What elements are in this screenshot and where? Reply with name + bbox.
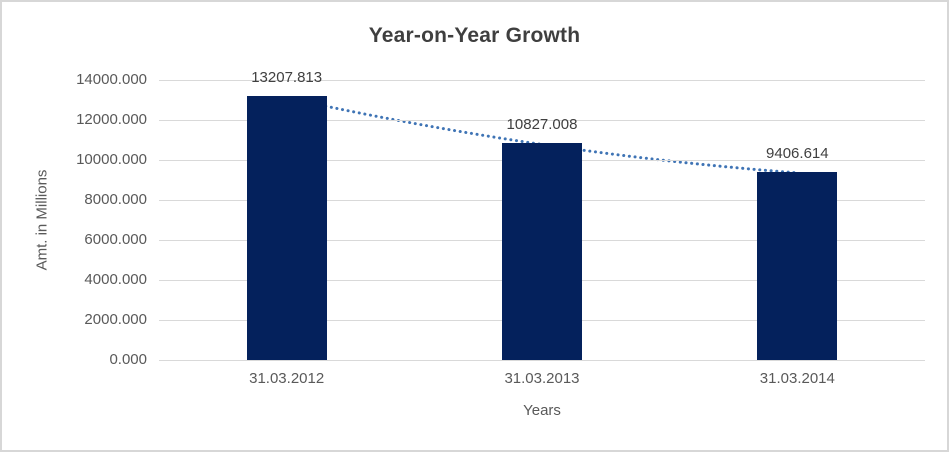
y-tick-label: 0.000 — [109, 351, 147, 368]
y-tick-label: 10000.000 — [76, 151, 147, 168]
gridline — [159, 359, 925, 361]
y-tick-label: 12000.000 — [76, 111, 147, 128]
y-tick-label: 2000.000 — [84, 311, 147, 328]
bar — [757, 171, 838, 360]
plot-area: 13207.813 10827.008 9406.614 — [159, 69, 925, 361]
y-axis-title: Amt. in Millions — [33, 169, 51, 271]
trendline — [285, 96, 799, 175]
x-tick-label: 31.03.2013 — [504, 370, 580, 387]
y-tick-label: 4000.000 — [84, 271, 147, 288]
gridline — [159, 79, 925, 81]
y-tick-label: 8000.000 — [84, 191, 147, 208]
x-axis-title: Years — [523, 402, 561, 419]
data-label: 10827.008 — [506, 116, 578, 134]
x-tick-label: 31.03.2012 — [249, 370, 325, 387]
x-tick-label: 31.03.2014 — [759, 370, 835, 387]
y-tick-label: 6000.000 — [84, 231, 147, 248]
y-tick-label: 14000.000 — [76, 71, 147, 88]
chart-title: Year-on-Year Growth — [368, 24, 581, 47]
bar — [246, 95, 327, 360]
gridline — [159, 119, 925, 121]
bar — [502, 143, 582, 360]
data-label: 13207.813 — [251, 68, 323, 86]
data-label: 9406.614 — [766, 144, 829, 162]
